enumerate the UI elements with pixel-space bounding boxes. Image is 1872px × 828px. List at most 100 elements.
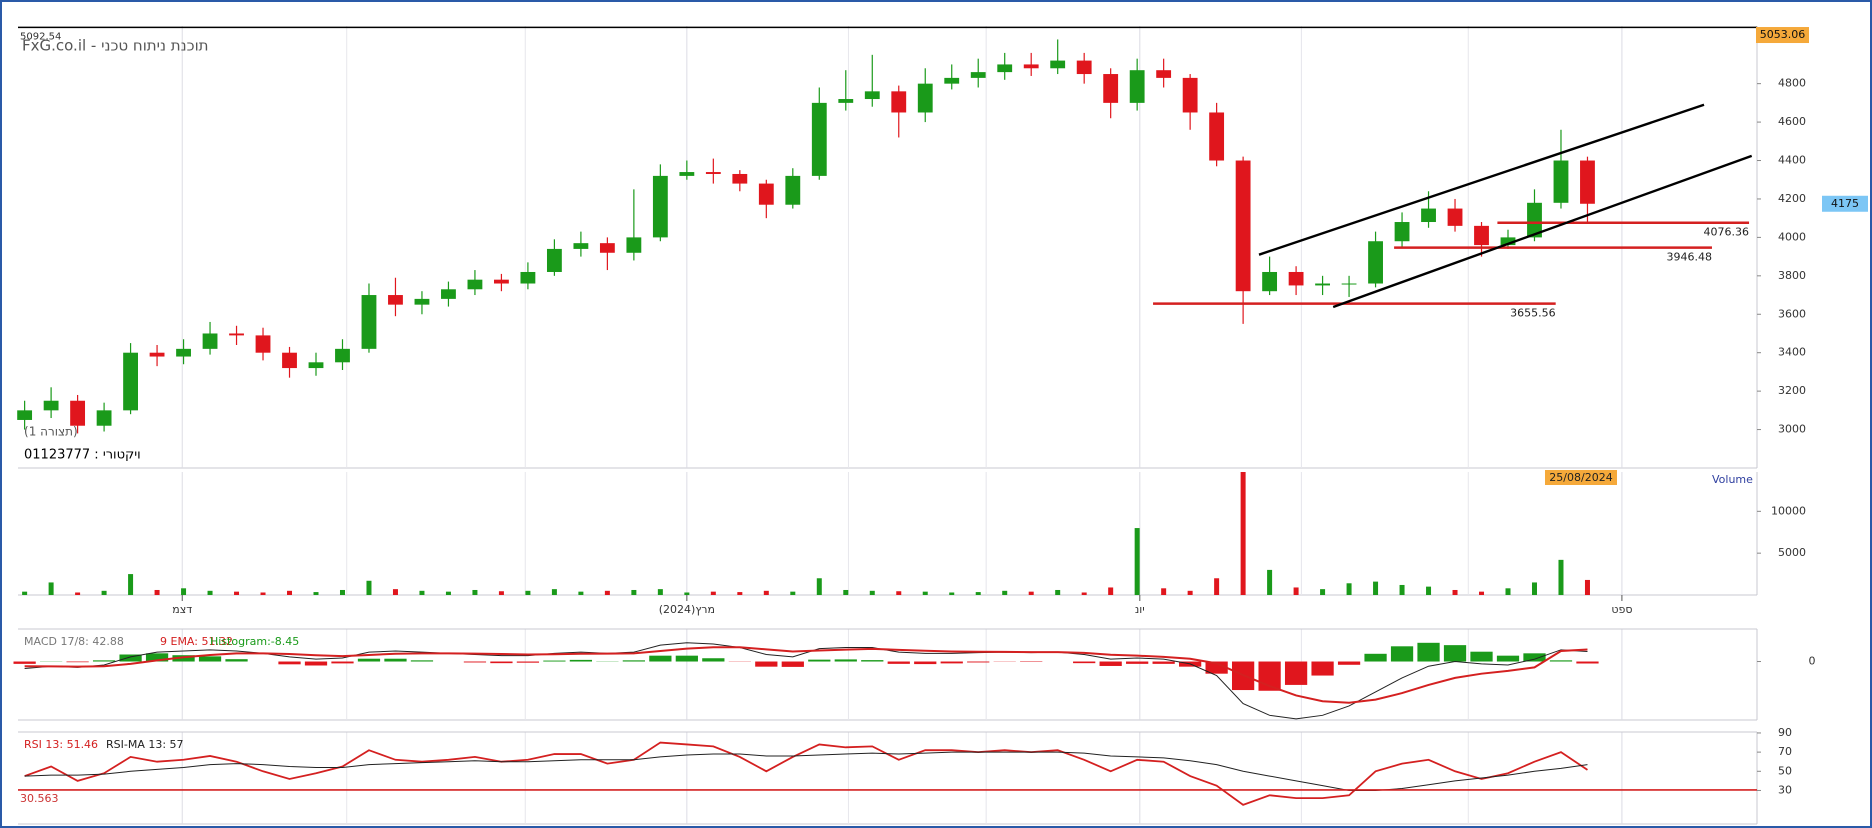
candle-body bbox=[43, 400, 59, 411]
volume-bar bbox=[154, 589, 160, 595]
histogram-bar bbox=[1099, 661, 1122, 666]
candle-body bbox=[785, 175, 801, 205]
candle-body bbox=[599, 243, 615, 253]
candle-body bbox=[494, 279, 509, 284]
volume-bar bbox=[631, 589, 637, 595]
candle-body bbox=[176, 348, 191, 357]
legend-entry: 9 EMA: 51.32 bbox=[160, 635, 233, 648]
volume-bar bbox=[1346, 583, 1352, 595]
histogram-bar bbox=[1549, 660, 1573, 662]
volume-bar bbox=[1055, 589, 1061, 595]
candle-body bbox=[1447, 208, 1463, 226]
volume-bar bbox=[260, 592, 266, 595]
candle-body bbox=[1394, 222, 1410, 242]
config-label: (תצורה 1) bbox=[24, 425, 78, 439]
candle-body bbox=[1368, 241, 1383, 284]
y-tick-label: 4800 bbox=[1778, 77, 1806, 90]
x-tick-label: מרץ(2024) bbox=[659, 603, 715, 616]
legend-entry: Histogram:-8.45 bbox=[210, 635, 299, 648]
indicator-line bbox=[24, 642, 1588, 720]
volume-bar bbox=[975, 592, 981, 595]
candle-body bbox=[1474, 225, 1489, 246]
volume-bar bbox=[737, 592, 743, 595]
volume-bar bbox=[604, 590, 610, 595]
volume-bar bbox=[922, 591, 928, 595]
candle-body bbox=[202, 333, 218, 349]
volume-bar bbox=[578, 591, 584, 595]
volume-bar bbox=[710, 591, 716, 595]
volume-bar bbox=[843, 589, 849, 595]
histogram-bar bbox=[834, 659, 857, 662]
histogram-bar bbox=[1311, 661, 1334, 676]
volume-bar bbox=[1267, 569, 1273, 595]
volume-bar bbox=[75, 592, 81, 595]
volume-bar bbox=[366, 580, 372, 595]
histogram-bar bbox=[861, 660, 884, 662]
legend-entry: MACD 17/8: 42.88 bbox=[24, 635, 124, 648]
volume-bar bbox=[684, 592, 690, 595]
volume-bar bbox=[657, 589, 663, 595]
volume-bar bbox=[1002, 590, 1008, 595]
histogram-bar bbox=[145, 653, 169, 662]
rsi-level-label: 30.563 bbox=[20, 792, 59, 805]
volume-bar bbox=[1028, 591, 1034, 595]
histogram-bar bbox=[1073, 661, 1096, 664]
candle-body bbox=[811, 102, 827, 176]
candle-body bbox=[520, 271, 536, 284]
histogram-bar bbox=[13, 661, 36, 664]
histogram-bar bbox=[172, 655, 195, 662]
histogram-bar bbox=[92, 660, 116, 662]
volume-bar bbox=[1505, 588, 1511, 595]
trend-line bbox=[1332, 154, 1753, 309]
volume-bar bbox=[181, 588, 187, 595]
y-tick-label: 0 bbox=[1809, 655, 1816, 668]
histogram-bar bbox=[516, 661, 540, 663]
y-tick-label: 3400 bbox=[1778, 346, 1806, 359]
volume-bar bbox=[1426, 586, 1432, 595]
y-tick-label: 4200 bbox=[1778, 192, 1806, 205]
volume-bar bbox=[1531, 582, 1537, 595]
volume-bar bbox=[498, 591, 504, 595]
volume-bar bbox=[392, 589, 398, 595]
candle-body bbox=[732, 173, 748, 184]
volume-bar bbox=[1373, 581, 1379, 595]
histogram-bar bbox=[1470, 651, 1493, 662]
y-tick-label: 70 bbox=[1778, 745, 1792, 758]
histogram-bar bbox=[1496, 655, 1520, 662]
volume-bar bbox=[816, 578, 822, 595]
histogram-bar bbox=[887, 661, 910, 664]
candle-body bbox=[758, 183, 774, 205]
y-tick-label: 5000 bbox=[1778, 546, 1806, 559]
volume-bar bbox=[445, 591, 451, 595]
histogram-bar bbox=[1152, 661, 1175, 664]
support-level-label: 3655.56 bbox=[1510, 307, 1556, 320]
histogram-bar bbox=[543, 660, 566, 662]
candle-body bbox=[1341, 283, 1357, 285]
volume-bar bbox=[234, 591, 240, 595]
histogram-bar bbox=[331, 661, 354, 664]
candle-body bbox=[864, 91, 880, 100]
candle-body bbox=[282, 352, 297, 369]
histogram-bar bbox=[1284, 661, 1308, 685]
y-tick-label: 3800 bbox=[1778, 269, 1806, 282]
candle-body bbox=[1209, 112, 1225, 161]
histogram-bar bbox=[702, 658, 725, 662]
volume-bar bbox=[1452, 589, 1458, 595]
volume-bar bbox=[790, 591, 796, 595]
histogram-bar bbox=[808, 659, 831, 662]
y-tick-label: 30 bbox=[1778, 783, 1792, 796]
candle-body bbox=[361, 295, 377, 349]
volume-bar bbox=[1134, 528, 1140, 595]
volume-bar bbox=[128, 574, 134, 595]
candle-body bbox=[123, 352, 138, 411]
y-tick-label: 3000 bbox=[1778, 423, 1806, 436]
volume-bar bbox=[1187, 590, 1193, 595]
candle-body bbox=[441, 289, 456, 299]
histogram-bar bbox=[569, 659, 593, 662]
top-price-label: 5092.54 bbox=[20, 31, 61, 42]
indicator-line bbox=[24, 741, 1588, 806]
candle-body bbox=[414, 298, 430, 305]
support-level-label: 4076.36 bbox=[1704, 226, 1750, 239]
trend-line bbox=[1258, 103, 1705, 256]
volume-bar bbox=[1081, 592, 1087, 595]
